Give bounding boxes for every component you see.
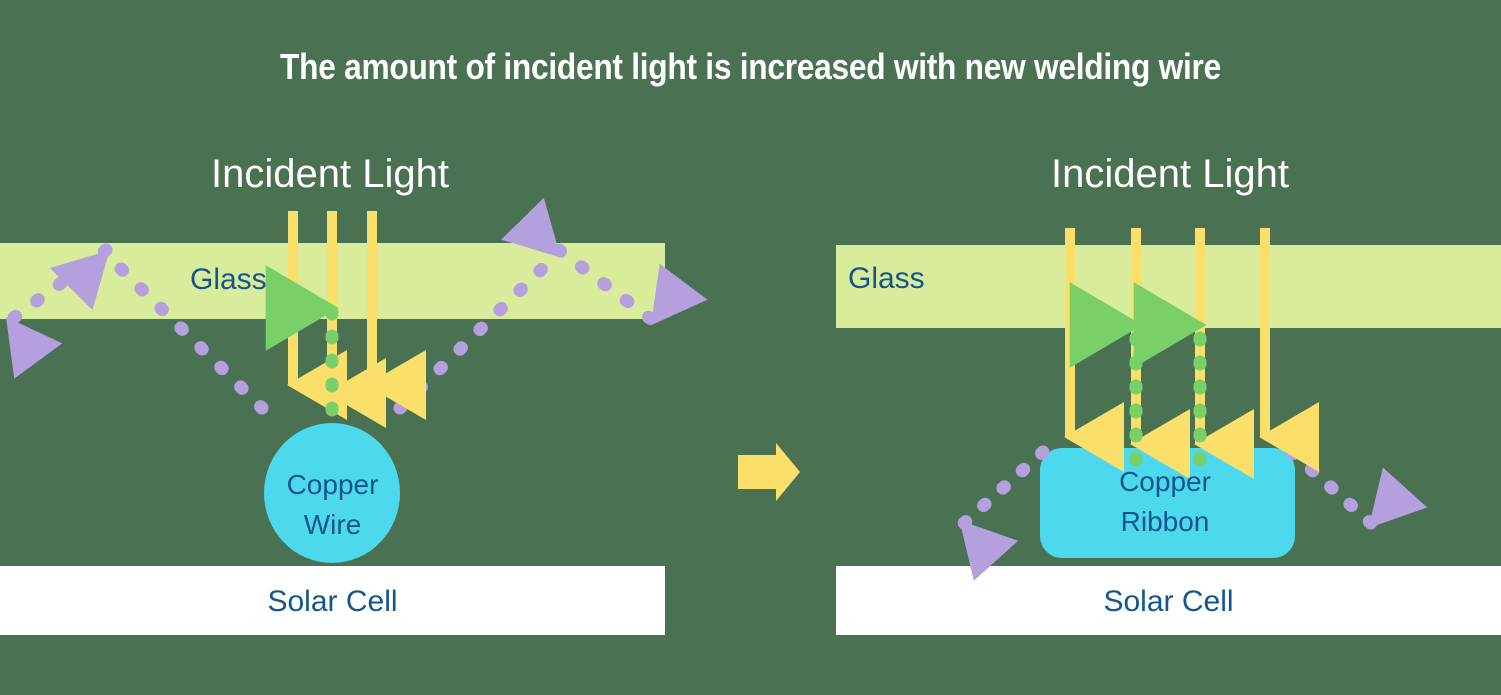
solar-cell-left bbox=[0, 566, 665, 635]
copper-ribbon-label-line2: Ribbon bbox=[1120, 506, 1210, 537]
incident-light-heading-right: Incident Light bbox=[1051, 152, 1289, 196]
incident-light-heading-left: Incident Light bbox=[211, 152, 449, 196]
copper-ribbon-label: Copper Ribbon bbox=[1040, 462, 1290, 542]
copper-ribbon-label-line1: Copper bbox=[1119, 466, 1211, 497]
reflected-ray-left-3 bbox=[393, 197, 565, 415]
copper-wire-label: Copper Wire bbox=[260, 465, 405, 545]
reflected-ray-right-1 bbox=[955, 445, 1050, 581]
transition-arrow-icon bbox=[738, 443, 800, 501]
glass-layer-right bbox=[836, 245, 1501, 328]
copper-wire-label-line2: Wire bbox=[303, 509, 362, 540]
reflected-ray-right-2 bbox=[1285, 445, 1428, 532]
reflected-ray-left-1 bbox=[49, 246, 269, 415]
reflected-ray-left-2 bbox=[1, 243, 113, 379]
copper-wire-label-line1: Copper bbox=[286, 469, 379, 500]
solar-cell-label-left: Solar Cell bbox=[267, 585, 398, 618]
glass-label-left: Glass bbox=[190, 263, 267, 296]
solar-cell-label-right: Solar Cell bbox=[1103, 585, 1234, 618]
glass-label-right: Glass bbox=[848, 262, 925, 295]
page-title: The amount of incident light is increase… bbox=[280, 46, 1221, 87]
copper-wire-shape bbox=[264, 423, 400, 563]
reflected-ray-left-4 bbox=[552, 243, 708, 329]
solar-cell-right bbox=[836, 566, 1501, 635]
